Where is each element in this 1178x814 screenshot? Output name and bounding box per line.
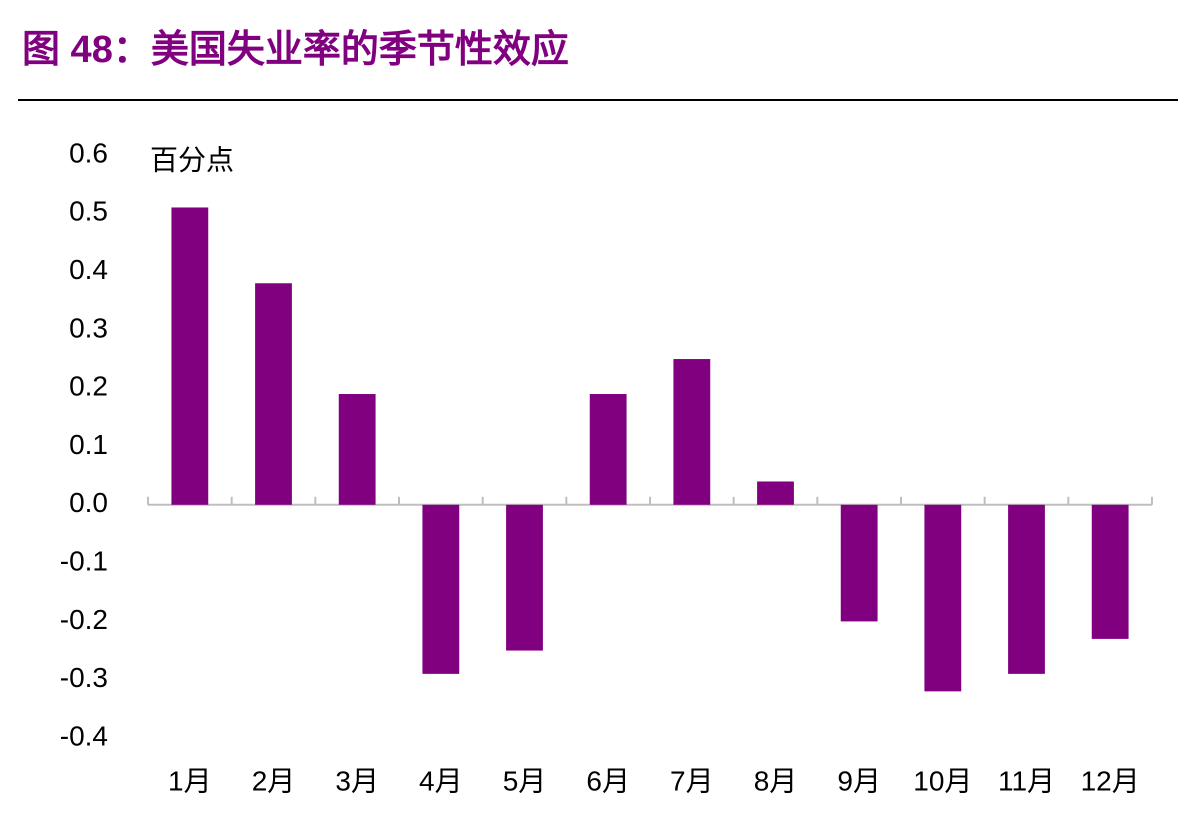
chart-title: 图 48：美国失业率的季节性效应: [22, 29, 569, 71]
x-tick-label: 12月: [1081, 765, 1140, 796]
bar: [924, 504, 962, 692]
y-axis-unit: 百分点: [150, 144, 234, 175]
y-tick-label: -0.4: [60, 720, 108, 751]
bar: [1008, 504, 1045, 674]
x-tick-label: 9月: [837, 765, 881, 796]
x-tick-label: 6月: [586, 765, 630, 796]
y-tick-label: 0.2: [69, 371, 108, 402]
bar: [673, 359, 711, 505]
x-tick-label: 5月: [503, 765, 547, 796]
y-tick-label: 0.5: [69, 196, 108, 227]
bar: [589, 394, 627, 505]
y-tick-label: -0.1: [60, 545, 108, 576]
y-tick-label: -0.2: [60, 604, 108, 635]
x-tick-label: 8月: [754, 765, 798, 796]
x-tick-label: 7月: [670, 765, 714, 796]
bar: [840, 504, 878, 622]
bar: [171, 207, 209, 505]
y-tick-label: 0.3: [69, 312, 108, 343]
y-tick-label: 0.4: [69, 254, 108, 285]
bar: [1091, 504, 1129, 639]
y-tick-label: 0.1: [69, 429, 108, 460]
x-tick-label: 4月: [419, 765, 463, 796]
bar: [338, 394, 376, 505]
x-tick-label: 1月: [168, 765, 212, 796]
x-tick-label: 2月: [252, 765, 296, 796]
bar: [757, 481, 794, 505]
bar: [506, 504, 543, 651]
bar: [422, 504, 460, 674]
x-tick-label: 10月: [913, 765, 972, 796]
y-tick-label: -0.3: [60, 662, 108, 693]
y-tick-label: 0.6: [69, 137, 108, 168]
x-tick-label: 11月: [998, 765, 1055, 796]
bar: [255, 283, 292, 505]
x-tick-label: 3月: [335, 765, 379, 796]
y-tick-label: 0.0: [69, 487, 108, 518]
